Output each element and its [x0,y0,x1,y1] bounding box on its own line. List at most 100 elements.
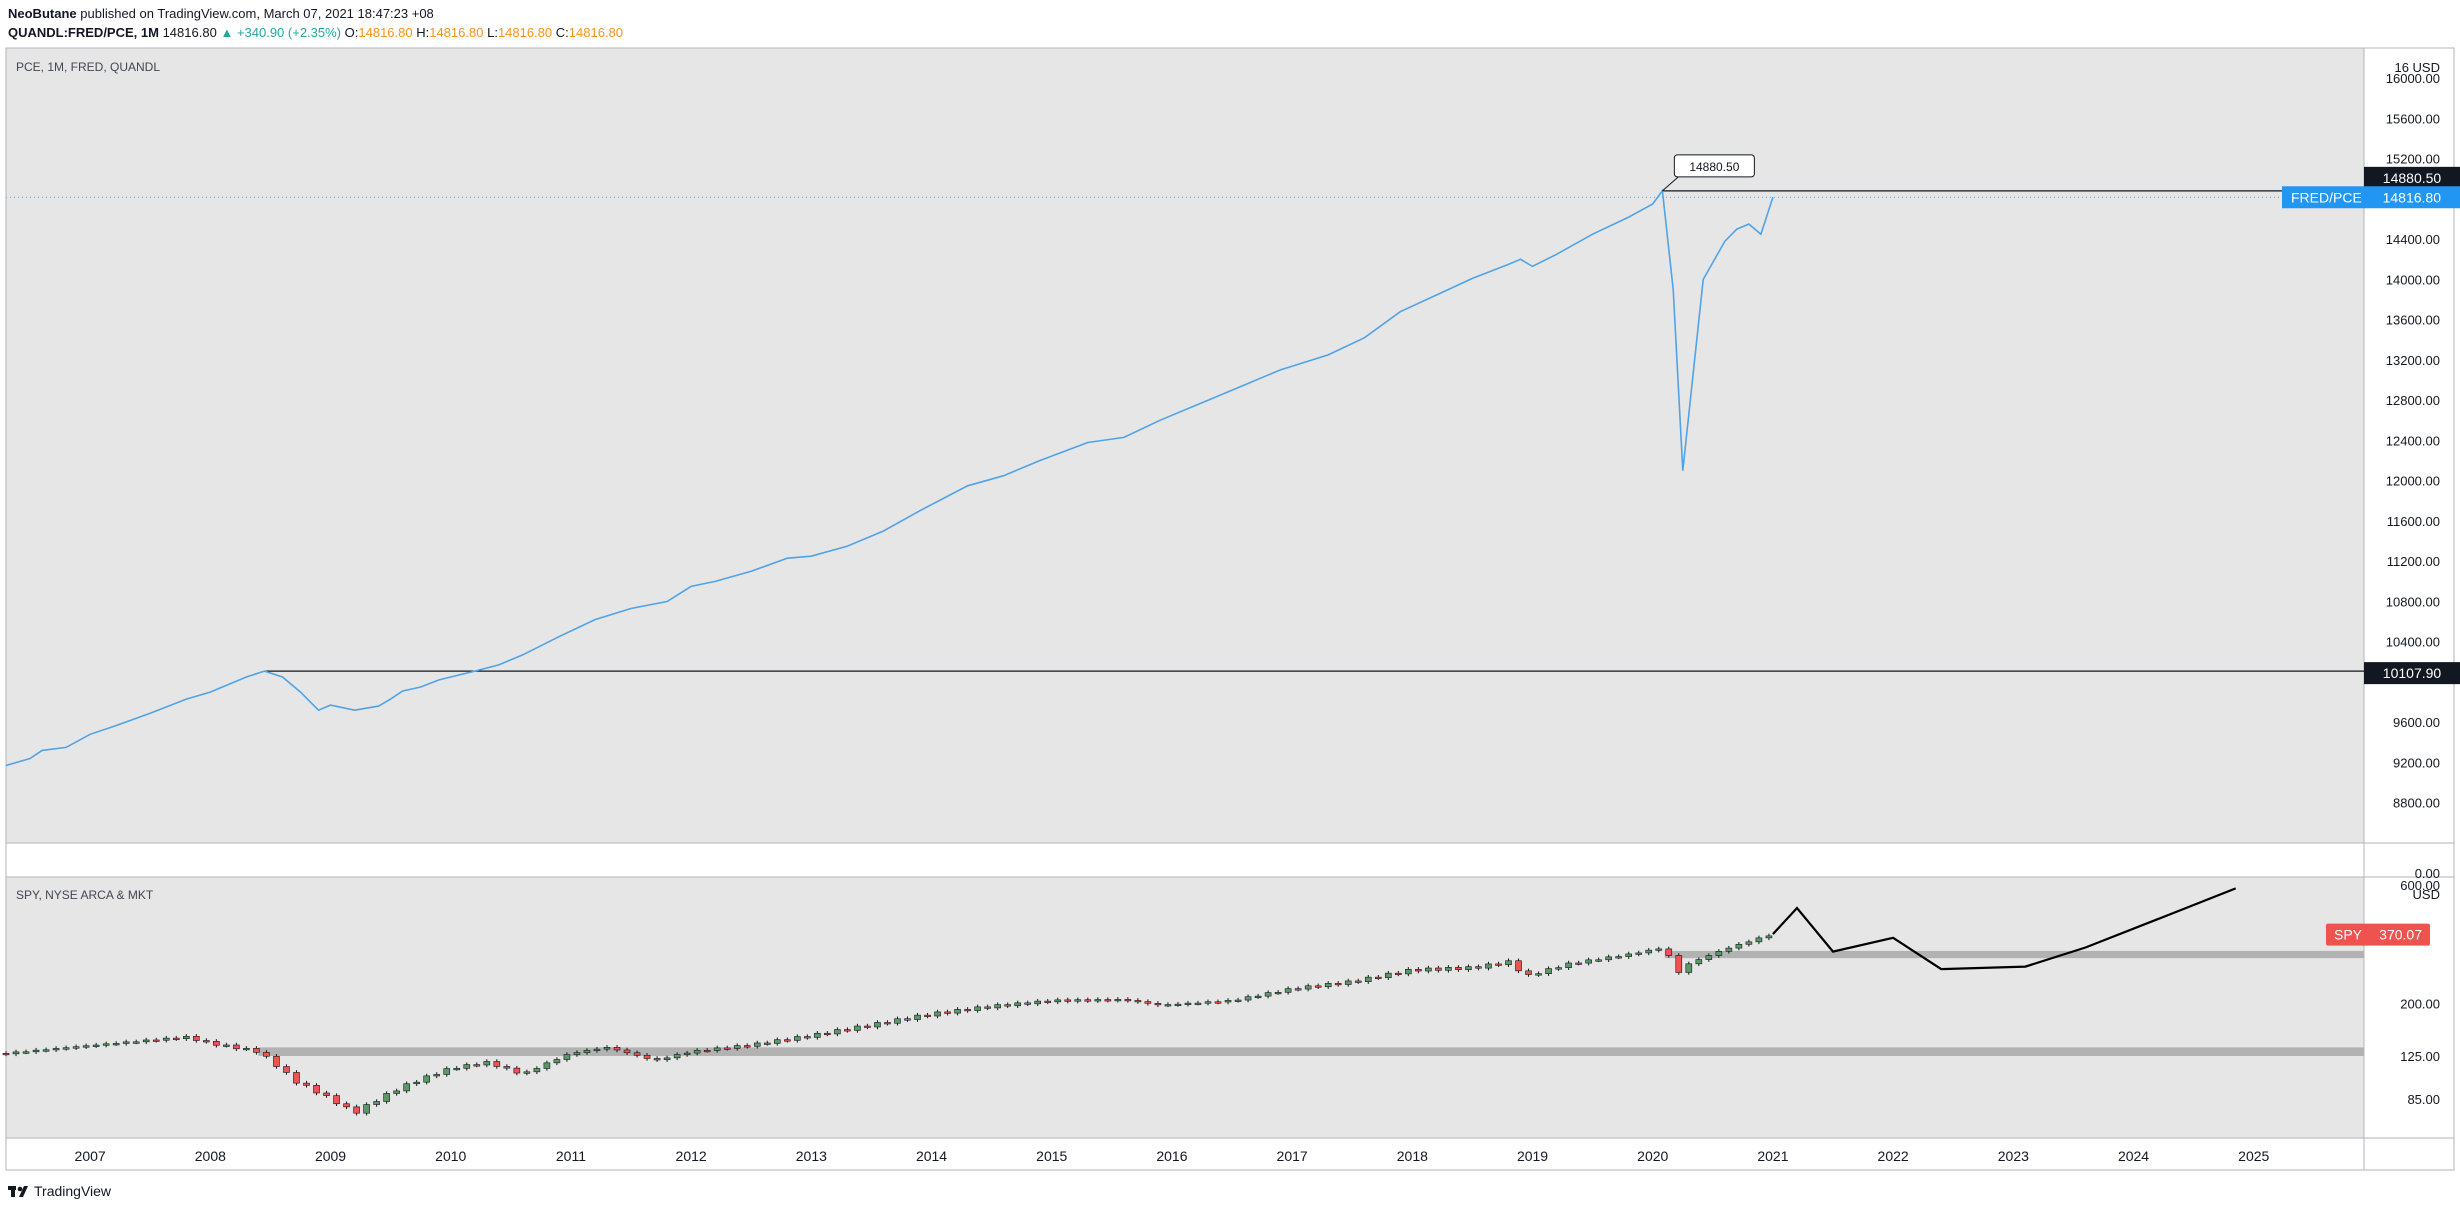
spy-candle-up [92,1044,100,1047]
spy-candle-up [22,1051,30,1054]
spy-candle-up [483,1061,491,1066]
pce-pane-background [6,48,2364,843]
spy-candle-down [613,1046,621,1051]
pce-last-tag-name: FRED/PCE [2291,189,2362,205]
spy-candle-up [1074,999,1082,1002]
spy-support-zone [258,1047,2365,1056]
spy-candle-up [1274,992,1282,995]
spy-candle-up [563,1054,571,1060]
spy-candle-up [733,1045,741,1049]
time-tick-label: 2011 [556,1148,586,1164]
spy-candle-up [142,1039,150,1043]
pce-tick-label: 13200.00 [2386,353,2440,368]
publish-info: published on TradingView.com, March 07, … [80,6,434,21]
spy-candle-up [1695,959,1703,965]
spy-candle-down [763,1042,771,1045]
pane-separator [6,843,2364,877]
spy-candle-up [753,1042,761,1047]
spy-candle-up [1635,952,1643,955]
spy-candle-down [353,1106,360,1114]
tradingview-logo-icon [8,1186,28,1197]
spy-candle-down [2,1053,10,1056]
spy-candle-down [653,1058,661,1061]
spy-candle-up [954,1009,961,1014]
spy-candle-up [1244,996,1252,1001]
pce-high-tag-bg [2364,166,2460,189]
spy-candle-up [1565,962,1572,968]
ohlc-line: QUANDL:FRED/PCE, 1M 14816.80 ▲ +340.90 (… [8,25,623,40]
spy-candle-up [673,1054,681,1059]
spy-candle-up [1094,999,1102,1002]
spy-candle-down [1294,988,1302,991]
spy-candle-up [1555,967,1562,970]
time-tick-label: 2018 [1397,1148,1428,1164]
pce-pane-label: PCE, 1M, FRED, QUANDL [16,60,160,74]
spy-candle-up [132,1041,140,1044]
spy-candle-down [864,1025,871,1028]
callout-pointer [1662,176,1679,192]
spy-candle-down [633,1052,641,1056]
spy-candle-down [213,1041,220,1046]
spy-candle-up [874,1022,881,1028]
spy-axis-top-label: 600.00 [2400,878,2440,893]
pce-tick-label: 10800.00 [2386,594,2440,609]
spy-candle-up [1114,999,1122,1002]
spy-candle-up [1234,999,1242,1002]
spy-candle-up [363,1104,370,1114]
spy-candle-up [1344,980,1352,985]
spy-candle-up [834,1029,841,1035]
spy-candle-up [1254,995,1262,998]
pce-tick-label: 11600.00 [2387,514,2440,529]
spy-candle-up [1174,1003,1182,1006]
time-tick-label: 2024 [2118,1148,2149,1164]
spy-candle-down [293,1072,300,1084]
spy-candle-up [1615,956,1622,959]
last-price: 14816.80 [162,25,217,40]
spy-candle-up [1735,943,1743,949]
pce-tick-label: 10400.00 [2386,635,2440,650]
spy-candle-down [804,1036,811,1039]
spy-candle-down [203,1040,210,1043]
pce-tick-label: 12800.00 [2386,393,2440,408]
spy-candle-down [1314,985,1322,988]
time-tick-label: 2022 [1878,1148,1909,1164]
spy-candle-down [303,1082,310,1086]
spy-tick-label: 125.00 [2400,1049,2440,1064]
spy-candle-up [543,1062,551,1069]
pce-high-tag: 14880.50 [2383,170,2442,186]
pce-tick-label: 12400.00 [2386,433,2440,448]
pce-tick-label: 16000.00 [2386,71,2440,86]
spy-candle-down [1084,999,1092,1002]
spy-candle-down [643,1054,651,1059]
spy-candle-up [1755,937,1763,943]
spy-candle-up [243,1048,250,1051]
open-value: 14816.80 [358,25,413,40]
author-name[interactable]: NeoButane [8,6,77,21]
spy-pane-label: SPY, NYSE ARCA & MKT [16,888,154,902]
spy-last-tag-value: 370.07 [2379,927,2422,943]
spy-candle-up [1685,963,1693,973]
spy-candle-up [1304,985,1312,990]
spy-candle-down [233,1044,240,1050]
spy-candle-up [82,1045,90,1048]
pce-series-line [5,188,1774,767]
time-tick-label: 2025 [2238,1148,2269,1164]
spy-candle-down [623,1049,631,1054]
time-tick-label: 2008 [195,1148,226,1164]
spy-candle-up [1405,969,1412,975]
spy-candle-up [12,1051,20,1055]
spy-candle-down [172,1037,180,1040]
pce-tick-label: 8800.00 [2393,796,2440,811]
spy-candle-down [473,1064,481,1067]
high-label: H: [416,25,430,40]
spy-candle-up [1585,959,1592,964]
spy-candle-down [1475,966,1482,969]
spy-candle-down [323,1092,330,1096]
pce-tick-label: 15600.00 [2386,111,2440,126]
spy-candle-down [1395,972,1402,975]
pce-tick-label: 13600.00 [2386,313,2440,328]
spy-candle-up [453,1068,461,1071]
spy-candle-up [1385,972,1392,979]
tradingview-brand[interactable]: TradingView [34,1183,112,1199]
